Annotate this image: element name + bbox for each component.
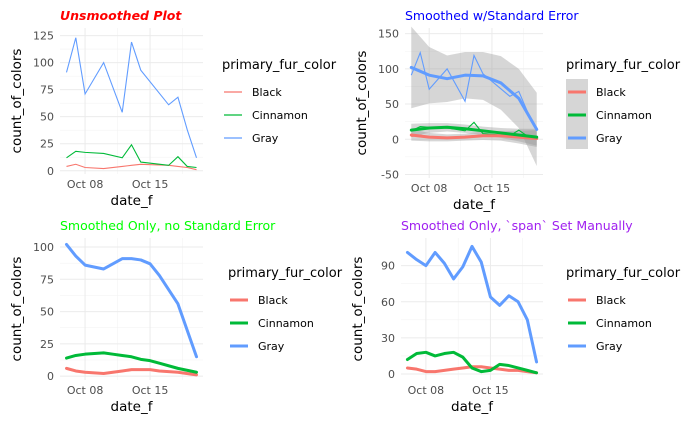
legend-label-cinnamon: Cinnamon bbox=[258, 317, 314, 330]
x-tick-label: Oct 15 bbox=[132, 384, 169, 397]
legend-label-cinnamon: Cinnamon bbox=[596, 109, 652, 122]
legend: primary_fur_color Black Cinnamon Gray bbox=[222, 58, 337, 145]
y-tick-label: -50 bbox=[381, 168, 399, 181]
y-tick-label: 25 bbox=[40, 138, 54, 151]
x-tick-label: Oct 15 bbox=[472, 384, 509, 397]
legend-label-black: Black bbox=[596, 294, 626, 307]
y-tick-label: 75 bbox=[40, 273, 54, 286]
chart-panel-2: -50 0 50 100 150 Oct 08 Oct 15 Smoothed w/Stand… bbox=[354, 8, 681, 213]
chart-panel-4: 0 30 60 90 Oct 08 Oct 15 Smoothed Only, `span`… bbox=[350, 218, 681, 415]
y-tick-label: 0 bbox=[47, 165, 54, 178]
x-tick-label: Oct 08 bbox=[408, 384, 445, 397]
legend-label-cinnamon: Cinnamon bbox=[252, 109, 308, 122]
legend-label-gray: Gray bbox=[596, 132, 623, 145]
x-tick-label: Oct 15 bbox=[474, 182, 511, 195]
smooth-line-black bbox=[65, 366, 198, 377]
smooth-line-gray bbox=[409, 65, 539, 131]
y-tick-label: 0 bbox=[47, 370, 54, 383]
y-tick-label: 100 bbox=[378, 63, 399, 76]
y-axis-title: count_of_colors bbox=[350, 257, 366, 362]
y-tick-label: 90 bbox=[381, 260, 395, 273]
series-line-gray bbox=[410, 50, 538, 132]
legend-label-gray: Gray bbox=[252, 132, 279, 145]
smooth-line-cinnamon bbox=[65, 351, 198, 374]
y-tick-label: 125 bbox=[33, 30, 54, 43]
smooth-line-cinnamon bbox=[409, 125, 539, 139]
legend-title: primary_fur_color bbox=[566, 58, 681, 73]
series-line-gray bbox=[65, 37, 198, 158]
smooth-line-cinnamon bbox=[405, 350, 539, 375]
legend-title: primary_fur_color bbox=[228, 266, 343, 281]
x-tick-label: Oct 15 bbox=[132, 178, 169, 191]
legend-label-gray: Gray bbox=[596, 340, 623, 353]
legend-title: primary_fur_color bbox=[566, 266, 681, 281]
smooth-line-gray bbox=[65, 242, 198, 359]
legend-title: primary_fur_color bbox=[222, 58, 337, 73]
y-tick-label: 150 bbox=[378, 28, 399, 41]
y-tick-label: 0 bbox=[388, 368, 395, 381]
x-tick-label: Oct 08 bbox=[411, 182, 448, 195]
y-axis-title: count_of_colors bbox=[9, 257, 25, 362]
x-axis-title: date_f bbox=[111, 193, 154, 209]
legend: primary_fur_color Black Cinnamon Gray bbox=[566, 58, 681, 149]
legend-label-black: Black bbox=[596, 86, 626, 99]
y-tick-label: 0 bbox=[392, 133, 399, 146]
chart-panel-1: 0 25 50 75 100 125 Oct 08 Oct 15 Unsmoothed Plot… bbox=[9, 8, 337, 209]
legend-label-black: Black bbox=[258, 294, 288, 307]
legend: primary_fur_color Black Cinnamon Gray bbox=[228, 266, 343, 353]
legend: primary_fur_color Black Cinnamon Gray bbox=[566, 266, 681, 353]
chart-title: Smoothed w/Standard Error bbox=[405, 8, 579, 23]
legend-label-gray: Gray bbox=[258, 340, 285, 353]
y-tick-label: 75 bbox=[40, 84, 54, 97]
y-tick-label: 100 bbox=[33, 57, 54, 70]
y-tick-label: 60 bbox=[381, 296, 395, 309]
y-tick-label: 30 bbox=[381, 332, 395, 345]
y-axis-title: count_of_colors bbox=[354, 51, 370, 156]
series-line-black bbox=[66, 163, 197, 171]
chart-title: Smoothed Only, `span` Set Manually bbox=[401, 218, 633, 233]
y-tick-label: 50 bbox=[385, 98, 399, 111]
x-axis-title: date_f bbox=[453, 197, 496, 213]
x-axis-title: date_f bbox=[111, 399, 154, 415]
smooth-line-black bbox=[409, 133, 539, 141]
chart-title: Unsmoothed Plot bbox=[60, 8, 182, 23]
chart-panel-3: 0 25 50 75 100 Oct 08 Oct 15 Smoothed Only, no … bbox=[9, 218, 343, 415]
y-tick-label: 50 bbox=[40, 111, 54, 124]
legend-label-cinnamon: Cinnamon bbox=[596, 317, 652, 330]
y-axis-title: count_of_colors bbox=[9, 49, 25, 154]
y-tick-label: 25 bbox=[40, 338, 54, 351]
y-tick-label: 100 bbox=[33, 241, 54, 254]
se-band-gray bbox=[411, 26, 537, 167]
y-tick-label: 50 bbox=[40, 306, 54, 319]
legend-label-black: Black bbox=[252, 86, 282, 99]
x-tick-label: Oct 08 bbox=[67, 384, 104, 397]
series-line-cinnamon bbox=[66, 143, 197, 169]
x-tick-label: Oct 08 bbox=[67, 178, 104, 191]
smooth-line-gray bbox=[405, 244, 539, 364]
chart-title: Smoothed Only, no Standard Error bbox=[60, 218, 276, 233]
x-axis-title: date_f bbox=[451, 399, 494, 415]
